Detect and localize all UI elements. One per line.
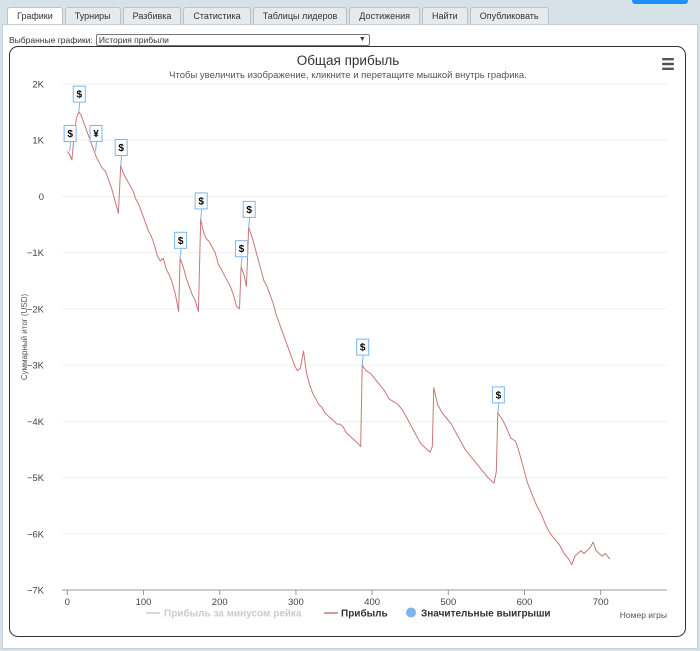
x-axis-ticks: 0 100 200 300 400 500 600 700	[65, 590, 609, 608]
x-tick-label: 500	[440, 597, 456, 608]
big-win-flag[interactable]: $	[194, 192, 208, 219]
flag-stem	[497, 402, 500, 413]
y-tick-label: 2K	[32, 80, 44, 91]
x-axis-title: Номер игры	[620, 610, 667, 620]
series-line-profit	[66, 111, 611, 566]
tab-achievements[interactable]: Достижения	[349, 7, 421, 24]
flag-label: $	[246, 205, 252, 216]
flag-label: $	[67, 129, 73, 140]
flag-box	[72, 85, 86, 103]
flag-label: $	[198, 196, 204, 207]
y-tick-label: −7K	[27, 586, 45, 597]
chevron-down-icon: ▼	[358, 36, 366, 43]
flag-box	[174, 231, 188, 249]
big-wins-flags: $ $ ¥ $ $ $ $ $ $ $	[63, 85, 505, 413]
tab-tournaments[interactable]: Турниры	[64, 7, 121, 24]
y-axis-ticks: 2K 1K 0 −1K −2K −3K −4K −5K −6K −7K	[27, 80, 45, 597]
flag-label: $	[178, 236, 184, 247]
flag-stem	[240, 256, 243, 267]
y-tick-label: −1K	[27, 248, 45, 259]
flag-stem	[95, 141, 98, 152]
chart-selector-row: Выбранные графики: История прибыли ▼	[9, 34, 370, 46]
tab-charts[interactable]: Графики	[7, 7, 63, 25]
tab-breakdown[interactable]: Разбивка	[122, 7, 182, 24]
flag-stem	[120, 155, 123, 166]
y-tick-label: −5K	[27, 473, 45, 484]
flag-box	[114, 139, 128, 157]
big-win-flag[interactable]: $	[63, 124, 77, 152]
tab-publish[interactable]: Опубликовать	[469, 7, 549, 24]
grid-lines	[62, 83, 667, 591]
y-tick-label: −4K	[27, 417, 45, 428]
flag-box	[63, 124, 77, 142]
top-action-button[interactable]	[632, 0, 688, 4]
tab-find[interactable]: Найти	[422, 7, 468, 24]
big-win-flag[interactable]: $	[174, 231, 188, 259]
flag-label: $	[76, 90, 82, 101]
big-win-flag[interactable]: $	[491, 386, 505, 413]
y-tick-label: 0	[39, 192, 44, 203]
flag-label: ¥	[93, 129, 99, 140]
legend-item-big-wins[interactable]: Значительные выигрыши	[406, 607, 551, 620]
x-tick-label: 400	[364, 597, 380, 608]
y-axis-title: Суммарный итог (USD)	[20, 294, 29, 381]
flag-box	[235, 240, 249, 258]
hamburger-menu-icon[interactable]	[660, 57, 674, 71]
chart-title: Общая прибыль	[297, 53, 400, 68]
x-tick-label: 300	[288, 597, 304, 608]
chart-selector-value: История прибыли	[98, 35, 169, 45]
flag-label: $	[496, 390, 502, 401]
legend-item-profit[interactable]: Прибыль	[324, 608, 388, 620]
x-tick-label: 100	[136, 597, 152, 608]
x-tick-label: 200	[212, 597, 228, 608]
chart-legend: Прибыль за минусом рейка Прибыль Значите…	[146, 607, 551, 620]
flag-stem	[78, 102, 81, 113]
legend-label-profit-minus-rake: Прибыль за минусом рейка	[164, 608, 302, 620]
flag-stem	[248, 217, 251, 228]
big-win-flag[interactable]: ¥	[89, 124, 103, 152]
chart-container: Общая прибыль Чтобы увеличить изображени…	[9, 46, 686, 637]
big-win-flag[interactable]: $	[114, 139, 128, 166]
flag-label: $	[360, 343, 366, 354]
y-tick-label: −2K	[27, 304, 45, 315]
y-tick-label: 1K	[32, 136, 44, 147]
big-win-flag[interactable]: $	[242, 200, 256, 228]
flag-label: $	[239, 244, 245, 255]
y-tick-label: −3K	[27, 361, 45, 372]
flag-stem	[179, 248, 182, 259]
y-tick-label: −6K	[27, 529, 45, 540]
x-tick-label: 700	[593, 597, 609, 608]
flag-stem	[200, 208, 203, 219]
legend-label-big-wins: Значительные выигрыши	[421, 609, 551, 620]
tab-bar: Графики Турниры Разбивка Статистика Табл…	[7, 7, 549, 25]
big-win-flag[interactable]: $	[72, 85, 86, 113]
legend-label-profit: Прибыль	[341, 608, 388, 620]
big-win-flag[interactable]: $	[235, 240, 249, 267]
profit-chart[interactable]: Общая прибыль Чтобы увеличить изображени…	[10, 47, 686, 637]
flag-box	[89, 124, 103, 142]
chart-selector-label: Выбранные графики:	[9, 35, 93, 45]
chart-subtitle: Чтобы увеличить изображение, кликните и …	[169, 70, 527, 81]
x-tick-label: 0	[65, 597, 70, 608]
legend-item-profit-minus-rake[interactable]: Прибыль за минусом рейка	[146, 608, 302, 620]
flag-box	[242, 200, 256, 218]
big-win-flag[interactable]: $	[356, 338, 370, 366]
tab-leaderboards[interactable]: Таблицы лидеров	[252, 7, 348, 24]
x-tick-label: 600	[517, 597, 533, 608]
flag-stem	[69, 141, 72, 152]
legend-swatch-big-wins	[406, 607, 416, 618]
flag-box	[194, 192, 208, 210]
flag-box	[491, 386, 505, 404]
flag-box	[356, 338, 370, 356]
flag-stem	[361, 355, 364, 366]
tab-statistics[interactable]: Статистика	[183, 7, 251, 24]
chart-selector-dropdown[interactable]: История прибыли ▼	[95, 34, 370, 46]
flag-label: $	[118, 143, 124, 154]
